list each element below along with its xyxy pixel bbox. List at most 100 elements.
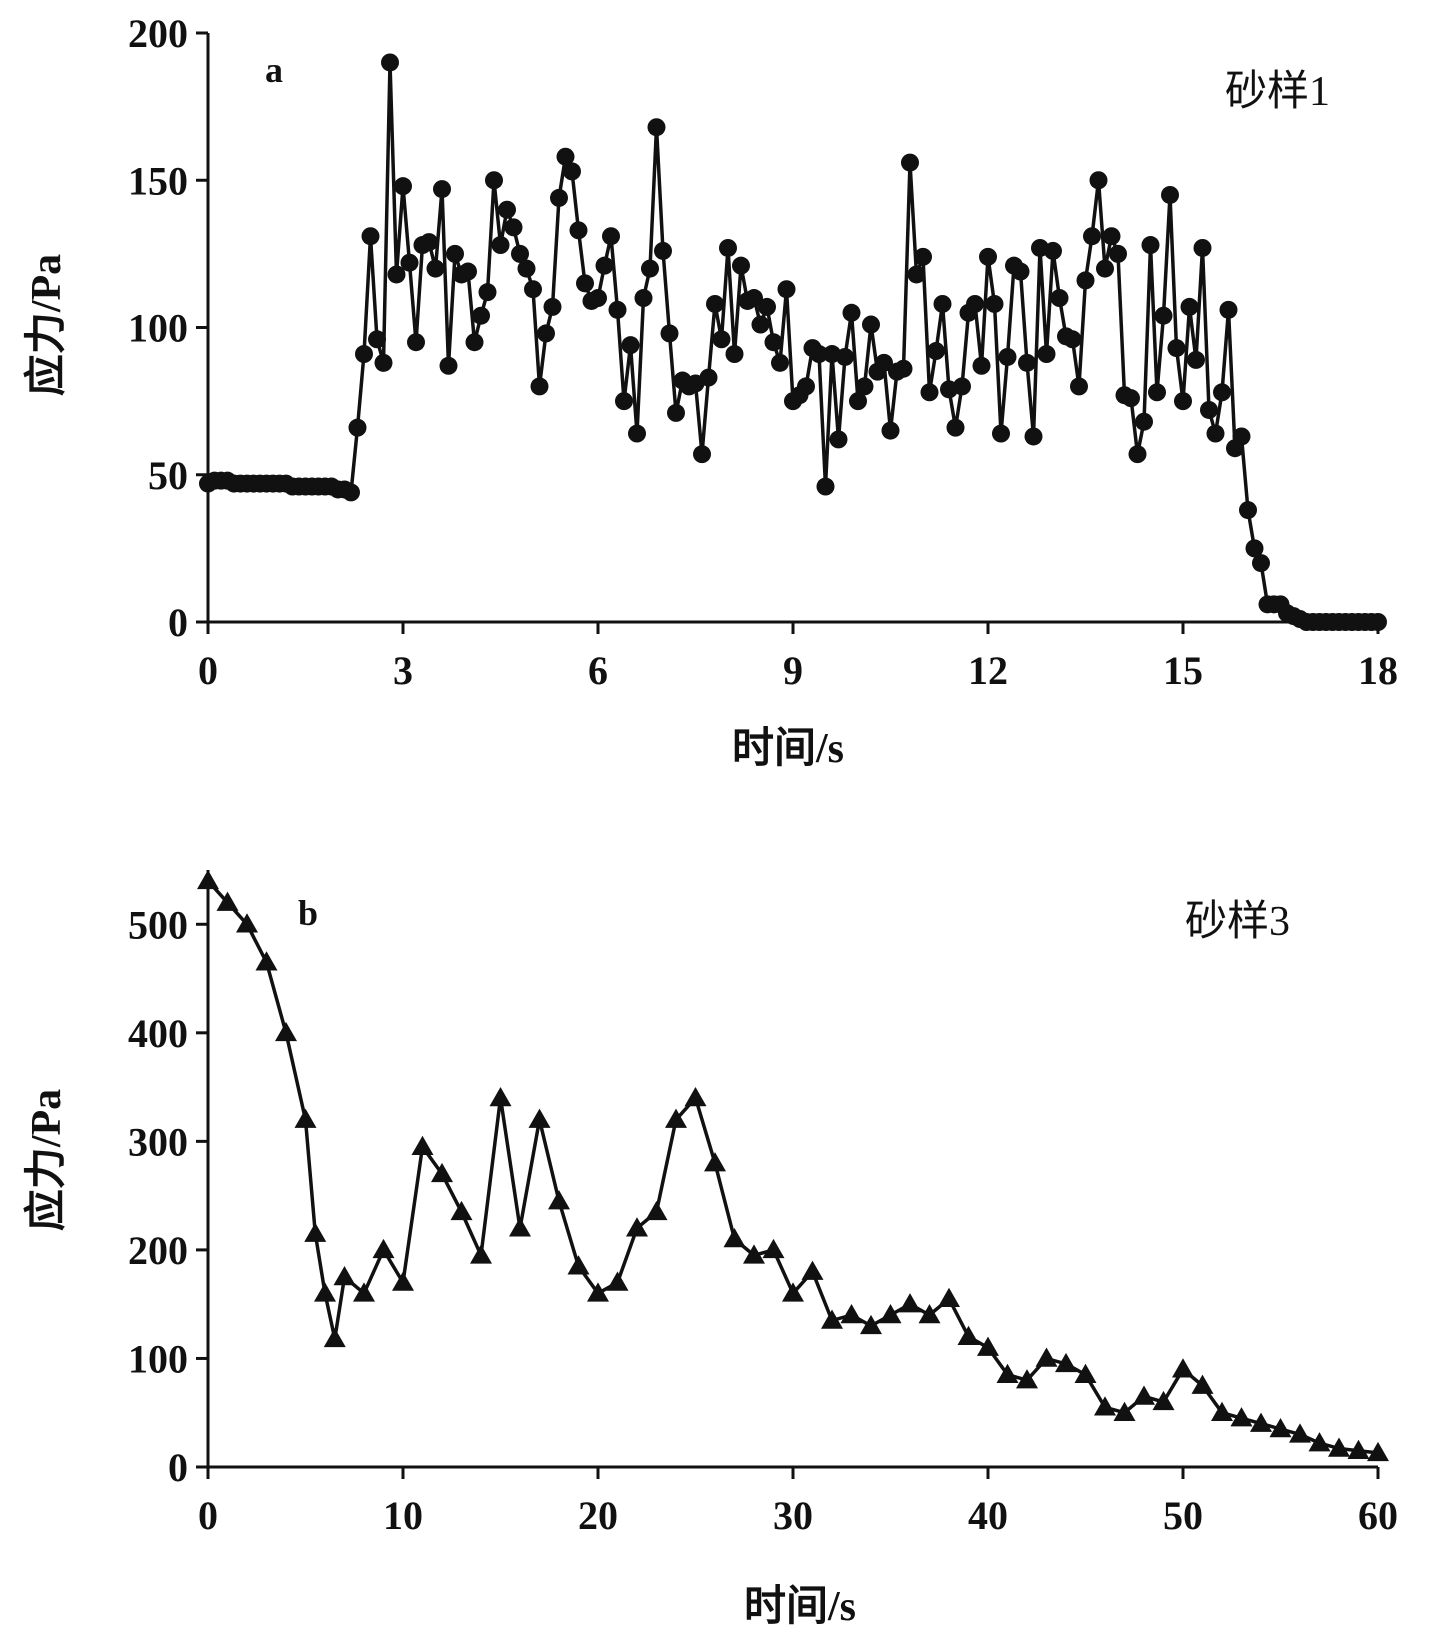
series-b <box>197 869 1389 1462</box>
data-point-a <box>972 356 991 375</box>
data-point-a <box>1011 262 1030 281</box>
y-tick-label-a: 50 <box>148 453 188 498</box>
series-a <box>199 53 1387 631</box>
data-point-a <box>556 147 575 166</box>
data-point-b <box>1074 1363 1097 1383</box>
data-point-a <box>1154 306 1173 325</box>
x-tick-label-b: 10 <box>383 1493 423 1538</box>
y-tick-label-b: 500 <box>128 902 188 947</box>
data-point-a <box>777 280 796 299</box>
data-point-a <box>381 53 399 72</box>
y-tick-label-a: 100 <box>128 306 188 351</box>
y-tick-label-b: 100 <box>128 1336 188 1381</box>
x-tick-label-a: 0 <box>198 648 218 693</box>
data-point-a <box>647 118 666 137</box>
data-point-a <box>1050 289 1069 308</box>
data-point-a <box>634 289 653 308</box>
data-point-a <box>654 241 672 260</box>
data-point-a <box>1232 427 1251 446</box>
x-tick-label-b: 0 <box>198 1493 218 1538</box>
data-point-a <box>1044 241 1062 260</box>
data-point-b <box>275 1021 297 1042</box>
data-point-a <box>1161 185 1179 204</box>
data-point-a <box>699 368 718 387</box>
data-point-b <box>879 1304 902 1324</box>
data-point-b <box>1094 1396 1116 1416</box>
data-point-a <box>543 297 562 316</box>
data-point-b <box>333 1266 356 1286</box>
chart-panel-a: 0 50 100 150 200 0 3 6 9 12 15 18 a 砂样1 时间/s 应力/Pa <box>23 11 1398 772</box>
data-point-b <box>353 1282 375 1302</box>
data-point-a <box>732 256 750 275</box>
x-tick-label-a: 6 <box>588 648 608 693</box>
data-point-a <box>979 247 997 266</box>
y-tick-label-b: 400 <box>128 1011 188 1056</box>
data-point-a <box>712 330 731 349</box>
data-point-a <box>465 333 484 352</box>
data-point-a <box>1096 259 1114 278</box>
data-point-b <box>1269 1418 1292 1438</box>
data-point-a <box>524 280 542 299</box>
data-point-a <box>992 424 1010 443</box>
data-point-a <box>374 353 393 372</box>
data-point-b <box>606 1271 629 1291</box>
data-point-a <box>771 353 789 372</box>
data-point-a <box>537 324 555 343</box>
data-point-b <box>782 1282 804 1302</box>
data-point-b <box>304 1222 327 1242</box>
data-point-a <box>472 306 490 325</box>
data-point-a <box>355 345 373 364</box>
x-tick-label-b: 30 <box>773 1493 813 1538</box>
data-point-a <box>433 180 451 199</box>
data-point-b <box>1152 1390 1175 1411</box>
data-point-a <box>1063 330 1082 349</box>
data-point-a <box>920 383 939 402</box>
data-point-a <box>985 294 1004 313</box>
data-point-b <box>1289 1423 1311 1443</box>
data-point-a <box>816 477 835 496</box>
data-point-a <box>368 330 386 349</box>
data-point-a <box>810 345 828 364</box>
data-point-a <box>1018 353 1036 372</box>
x-axis-title-b: 时间/s <box>744 1583 856 1630</box>
data-point-a <box>1109 244 1127 263</box>
data-point-b <box>314 1282 336 1302</box>
x-tick-label-a: 3 <box>393 648 413 693</box>
panel-label-b: b <box>298 893 318 933</box>
data-point-a <box>348 418 367 437</box>
data-point-a <box>849 392 867 411</box>
data-point-a <box>628 424 646 443</box>
data-point-a <box>758 297 776 316</box>
data-point-b <box>1230 1407 1253 1427</box>
data-point-a <box>751 315 770 334</box>
data-point-b <box>197 869 219 890</box>
data-point-a <box>511 244 529 263</box>
data-point-b <box>918 1304 941 1324</box>
data-point-a <box>361 227 380 246</box>
data-point-a <box>901 153 919 172</box>
x-tick-label-a: 9 <box>783 648 803 693</box>
data-point-a <box>1245 539 1264 558</box>
data-point-a <box>608 300 627 319</box>
x-tick-label-a: 15 <box>1163 648 1203 693</box>
data-point-a <box>907 265 926 284</box>
data-point-a <box>407 333 425 352</box>
data-point-a <box>459 262 477 281</box>
data-point-a <box>1252 554 1270 573</box>
x-tick-label-b: 60 <box>1358 1493 1398 1538</box>
x-axis-title-a: 时间/s <box>732 725 844 772</box>
sample-label-b: 砂样3 <box>1185 899 1290 945</box>
data-point-b <box>977 1336 999 1356</box>
data-point-a <box>764 333 783 352</box>
y-tick-label-a: 0 <box>168 600 188 645</box>
data-point-b <box>1308 1432 1331 1452</box>
data-point-a <box>1193 238 1212 257</box>
data-point-a <box>569 221 588 240</box>
data-point-a <box>498 200 516 219</box>
data-point-a <box>660 324 679 343</box>
data-point-a <box>602 227 620 246</box>
data-point-a <box>621 336 640 355</box>
data-point-b <box>1133 1385 1155 1405</box>
data-point-b <box>216 891 239 911</box>
x-tick-label-a: 12 <box>968 648 1008 693</box>
